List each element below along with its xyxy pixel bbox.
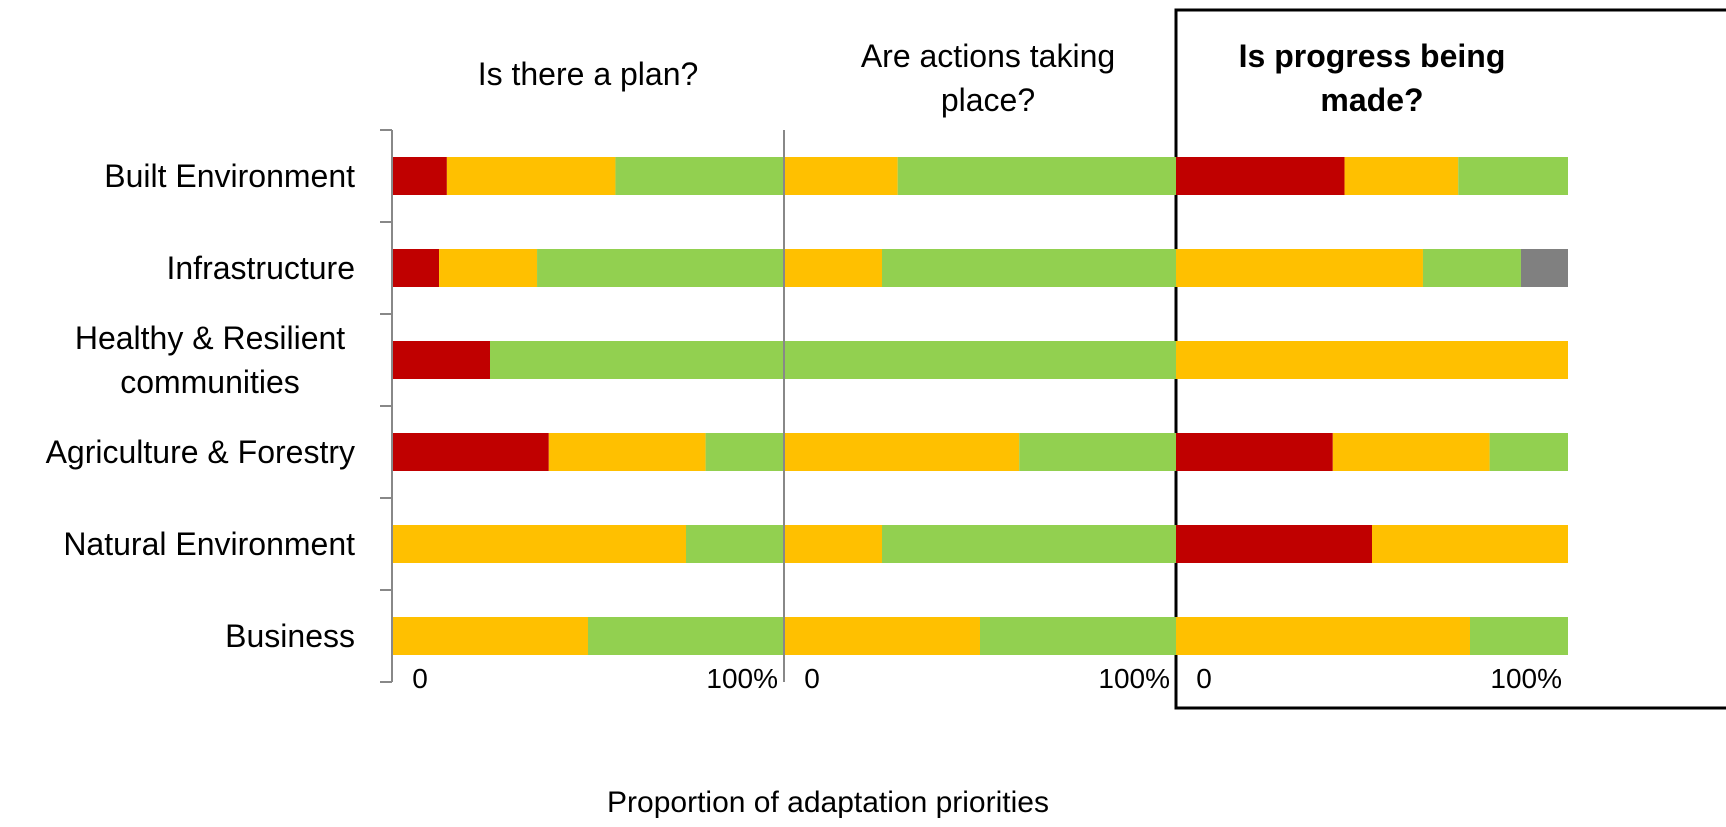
bar-segment <box>1422 249 1521 287</box>
x-axis-label: Proportion of adaptation priorities <box>607 786 1049 819</box>
x-tick-label: 0 <box>412 663 428 694</box>
bar-segment <box>537 249 784 287</box>
bar-segment <box>392 157 447 195</box>
bar-segment <box>446 157 616 195</box>
panel-title: Is progress being <box>1239 38 1506 74</box>
axis-layer <box>380 129 785 683</box>
bar-segment <box>1344 157 1459 195</box>
x-tick-label: 100% <box>706 663 778 694</box>
bar-segment <box>980 617 1176 655</box>
bar-segment <box>615 157 784 195</box>
category-label: Built Environment <box>104 158 355 194</box>
bar-segment <box>1176 525 1372 563</box>
x-tick-label: 0 <box>804 663 820 694</box>
bar-segment <box>1372 525 1568 563</box>
bar-segment <box>1176 433 1333 471</box>
bar-segment <box>1332 433 1490 471</box>
bar-segment <box>705 433 784 471</box>
x-tick-label: 0 <box>1196 663 1212 694</box>
category-label: Healthy & Resilient <box>75 320 345 356</box>
bars-layer <box>392 157 1568 655</box>
bar-segment <box>882 525 1176 563</box>
bar-segment <box>882 249 1176 287</box>
bar-segment <box>784 617 980 655</box>
bar-segment <box>784 525 882 563</box>
bar-segment <box>784 433 1020 471</box>
panel-title: place? <box>941 82 1035 118</box>
panel-title: Are actions taking <box>861 38 1115 74</box>
x-tick-label: 100% <box>1490 663 1562 694</box>
bar-segment <box>1176 157 1345 195</box>
bar-segment <box>784 249 882 287</box>
label-layer: Built Environment Infrastructure Healthy &… <box>46 38 1562 694</box>
bar-segment <box>1176 249 1423 287</box>
category-label: Natural Environment <box>63 526 355 562</box>
bar-segment <box>490 341 784 379</box>
category-label: Infrastructure <box>166 250 355 286</box>
bar-segment <box>1489 433 1568 471</box>
bar-segment <box>1176 617 1470 655</box>
bar-segment <box>897 157 1176 195</box>
bar-segment <box>548 433 706 471</box>
bar-segment <box>392 525 686 563</box>
panel-title: made? <box>1320 82 1423 118</box>
category-label: communities <box>120 364 300 400</box>
bar-segment <box>1019 433 1176 471</box>
x-tick-label: 100% <box>1098 663 1170 694</box>
bar-segment <box>392 249 440 287</box>
bar-segment <box>784 157 898 195</box>
panel-title: Is there a plan? <box>478 56 699 92</box>
bar-segment <box>784 341 1176 379</box>
category-label: Agriculture & Forestry <box>46 434 355 470</box>
bar-segment <box>1520 249 1568 287</box>
bar-segment <box>1458 157 1568 195</box>
bar-segment <box>392 433 549 471</box>
bar-segment <box>686 525 784 563</box>
bar-segment <box>392 341 490 379</box>
bar-segment <box>439 249 538 287</box>
category-label: Business <box>225 618 355 654</box>
bar-segment <box>1470 617 1568 655</box>
bar-segment <box>1176 341 1568 379</box>
bar-segment <box>588 617 784 655</box>
bar-segment <box>392 617 588 655</box>
